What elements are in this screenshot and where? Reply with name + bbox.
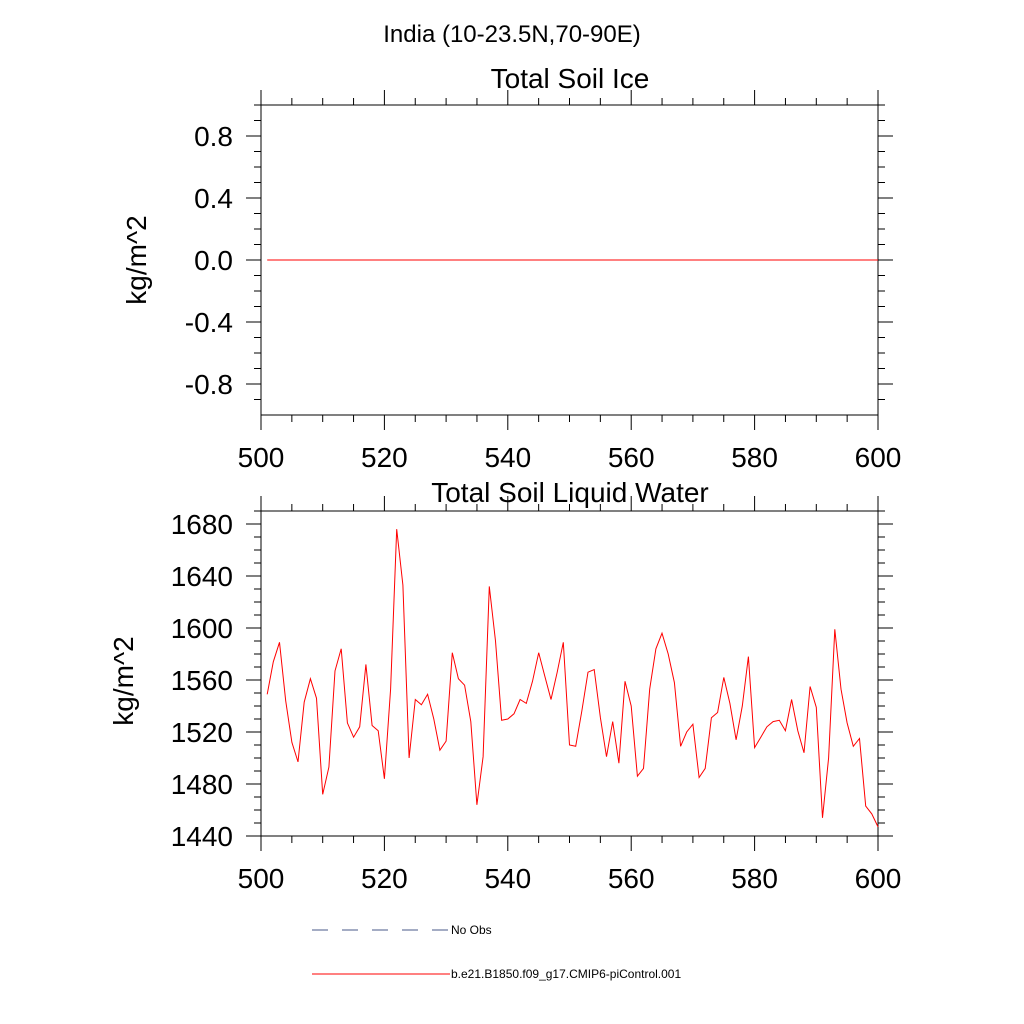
soil-liquid-ytick-label: 1680 (171, 509, 233, 540)
soil-ice-axes: 500 520 540 560 580 600 -0.8 -0.4 0.0 0.4 0.8 (185, 90, 902, 473)
soil-ice-xtick-label: 600 (855, 442, 902, 473)
soil-ice-title: Total Soil Ice (491, 63, 650, 94)
soil-liquid-panel: Total Soil Liquid Water kg/m^2 500 520 540… (108, 477, 901, 894)
legend-no-obs-label: No Obs (451, 923, 492, 937)
soil-ice-ytick-label: -0.4 (185, 307, 233, 338)
soil-liquid-series-line (266, 529, 879, 828)
soil-liquid-ytick-label: 1440 (171, 821, 233, 852)
soil-ice-ytick-label: 0.0 (194, 245, 233, 276)
legend: No Obs b.e21.B1850.f09_g17.CMIP6-piContr… (312, 923, 681, 981)
soil-liquid-ytick-label: 1480 (171, 769, 233, 800)
soil-ice-ytick-label: 0.4 (194, 183, 233, 214)
soil-ice-xtick-label: 500 (238, 442, 285, 473)
soil-ice-ylabel: kg/m^2 (121, 215, 152, 304)
soil-liquid-ytick-label: 1560 (171, 665, 233, 696)
soil-liquid-axes: 500 520 540 560 580 600 1440 1480 1520 1560 1600 16… (171, 496, 902, 894)
soil-liquid-ylabel: kg/m^2 (108, 636, 139, 725)
soil-liquid-xtick-label: 500 (238, 863, 285, 894)
soil-liquid-ytick-label: 1600 (171, 613, 233, 644)
soil-liquid-ytick-label: 1640 (171, 561, 233, 592)
soil-ice-panel: Total Soil Ice kg/m^2 500 520 540 560 580 600… (121, 63, 901, 473)
soil-ice-xtick-label: 560 (608, 442, 655, 473)
soil-ice-ytick-label: -0.8 (185, 369, 233, 400)
soil-ice-ytick-label: 0.8 (194, 121, 233, 152)
soil-liquid-xtick-label: 560 (608, 863, 655, 894)
soil-liquid-title: Total Soil Liquid Water (431, 477, 709, 508)
soil-liquid-xtick-label: 600 (855, 863, 902, 894)
soil-ice-xtick-label: 540 (484, 442, 531, 473)
soil-ice-xtick-label: 520 (361, 442, 408, 473)
soil-liquid-ytick-label: 1520 (171, 717, 233, 748)
soil-ice-xtick-label: 580 (731, 442, 778, 473)
soil-liquid-series (266, 529, 879, 828)
soil-liquid-xtick-label: 520 (361, 863, 408, 894)
figure-title: India (10-23.5N,70-90E) (383, 21, 640, 48)
soil-liquid-xtick-label: 580 (731, 863, 778, 894)
legend-model-label: b.e21.B1850.f09_g17.CMIP6-piControl.001 (451, 967, 681, 981)
soil-liquid-xtick-label: 540 (484, 863, 531, 894)
